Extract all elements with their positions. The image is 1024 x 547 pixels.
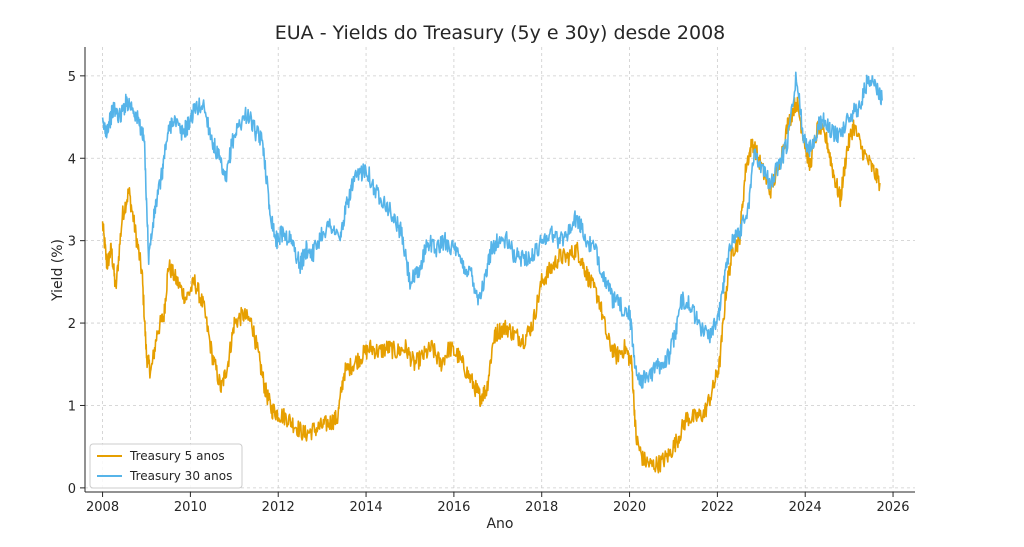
y-tick-label: 3 bbox=[68, 235, 76, 250]
series-layer bbox=[101, 71, 883, 474]
x-tick-label: 2024 bbox=[789, 500, 822, 515]
y-axis-label: Yield (%) bbox=[50, 239, 66, 302]
x-tick-label: 2016 bbox=[437, 500, 470, 515]
y-tick-label: 2 bbox=[68, 317, 76, 332]
legend-box bbox=[89, 443, 243, 489]
x-tick-label: 2008 bbox=[86, 500, 119, 515]
chart-title: EUA - Yields do Treasury (5y e 30y) desd… bbox=[275, 22, 726, 44]
x-tick-label: 2010 bbox=[174, 500, 207, 515]
y-tick-label: 0 bbox=[68, 482, 76, 497]
legend-label-treasury-5y: Treasury 5 anos bbox=[129, 449, 225, 463]
x-tick-label: 2018 bbox=[525, 500, 558, 515]
series-line-treasury-5y bbox=[101, 96, 881, 474]
x-tick-label: 2014 bbox=[350, 500, 383, 515]
x-tick-label: 2026 bbox=[876, 500, 909, 515]
x-tick-label: 2020 bbox=[613, 500, 646, 515]
y-tick-label: 5 bbox=[68, 70, 76, 85]
legend-label-treasury-30y: Treasury 30 anos bbox=[129, 469, 232, 483]
x-axis-label: Ano bbox=[486, 516, 513, 532]
tick-labels: 2008 2010 2012 2014 2016 2018 2020 2022 2024 2026… bbox=[68, 70, 910, 515]
series-line-treasury-30y bbox=[101, 71, 883, 389]
x-tick-label: 2022 bbox=[701, 500, 734, 515]
y-tick-label: 1 bbox=[68, 399, 76, 414]
legend: Treasury 5 anos Treasury 30 anos bbox=[89, 443, 243, 489]
y-tick-label: 4 bbox=[68, 152, 76, 167]
axes bbox=[80, 47, 915, 497]
x-tick-label: 2012 bbox=[262, 500, 295, 515]
